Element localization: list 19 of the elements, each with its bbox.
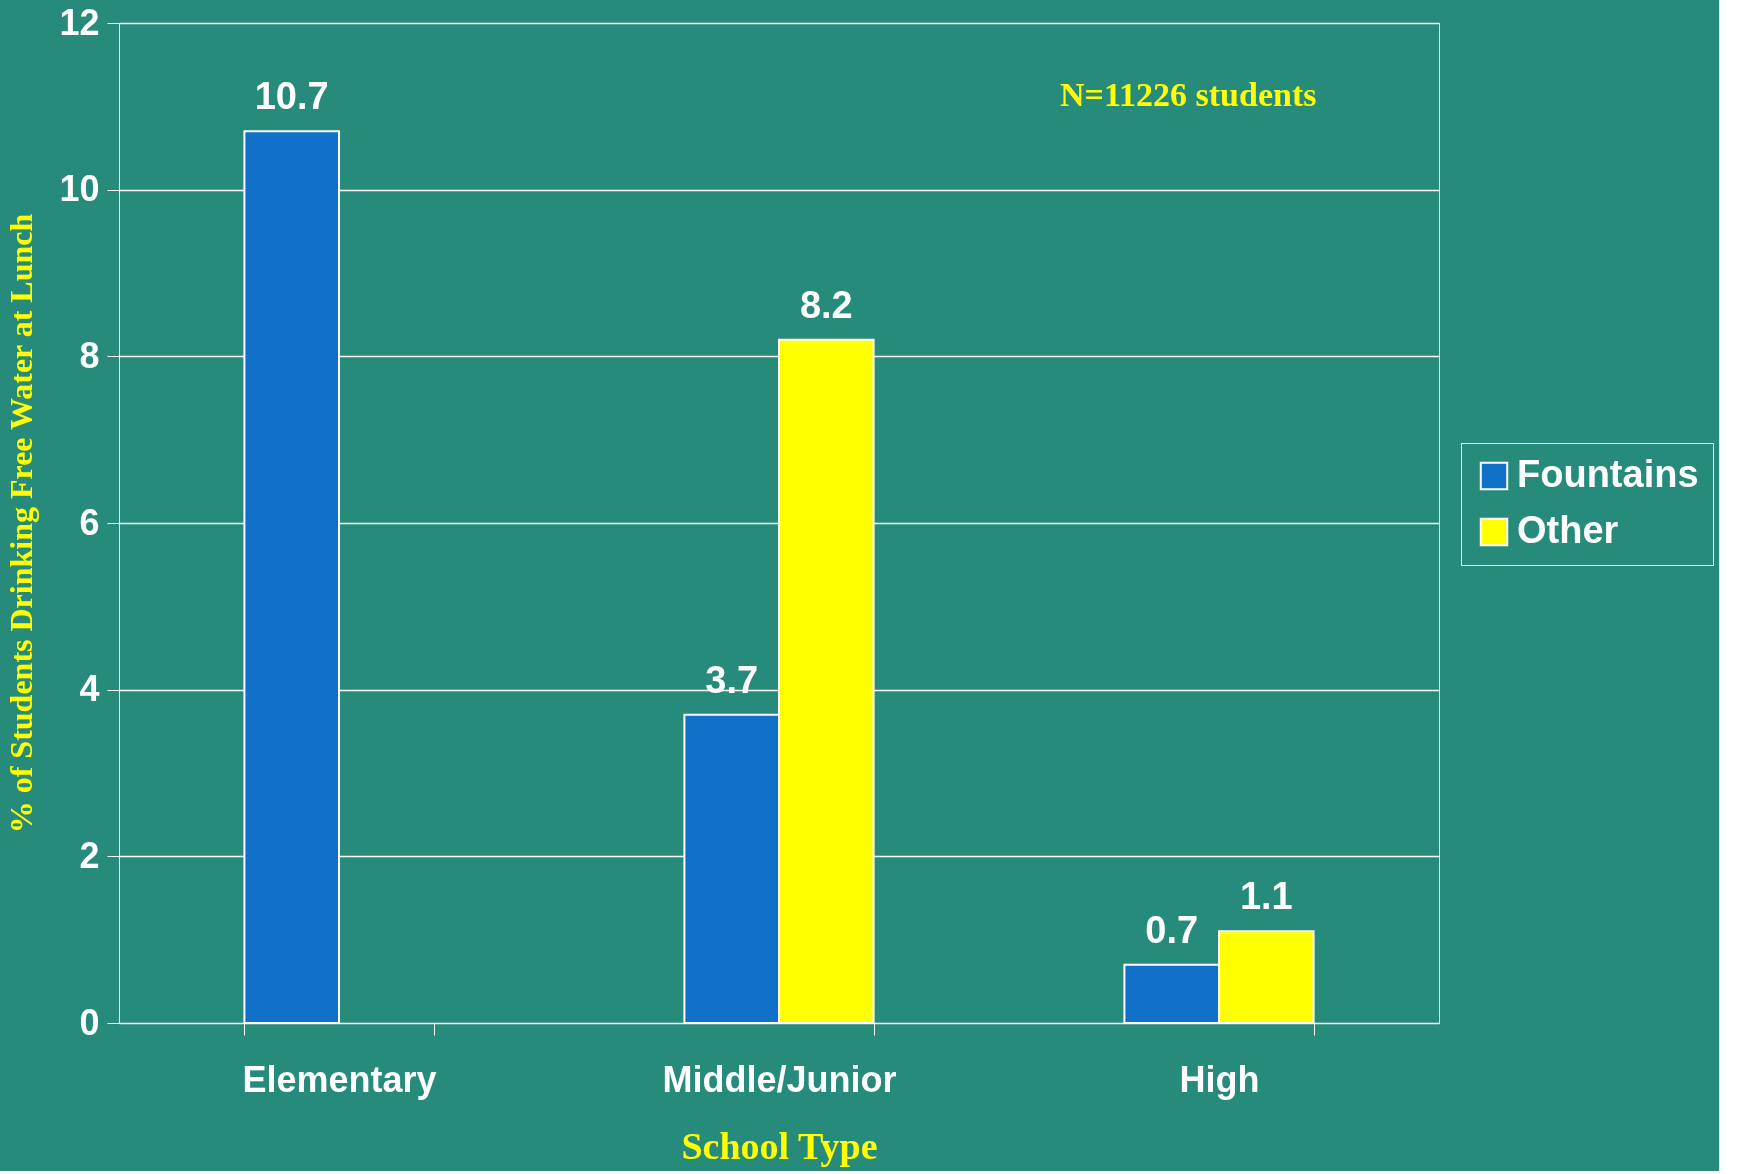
x-tick-label: Elementary xyxy=(242,1058,437,1100)
x-tick-label: High xyxy=(1179,1058,1260,1100)
y-tick-label: 12 xyxy=(59,1,100,43)
y-tick-label: 2 xyxy=(79,834,100,876)
x-axis-title: School Type xyxy=(681,1124,878,1167)
legend-label: Fountains xyxy=(1517,453,1699,495)
y-tick-label: 10 xyxy=(59,168,100,210)
y-tick-label: 6 xyxy=(79,501,100,543)
data-label: 1.1 xyxy=(1239,875,1293,918)
y-tick-label: 0 xyxy=(79,1001,100,1043)
y-tick-label: 4 xyxy=(79,668,100,710)
x-tick-label: Middle/Junior xyxy=(662,1058,897,1100)
data-label: 8.2 xyxy=(799,283,853,326)
data-label: 0.7 xyxy=(1145,908,1199,951)
y-tick-label: 8 xyxy=(79,334,100,376)
data-label: 10.7 xyxy=(254,75,329,118)
annotation: N=11226 students xyxy=(1059,76,1317,113)
y-axis-title: % of Students Drinking Free Water at Lunch xyxy=(3,213,40,834)
legend-label: Other xyxy=(1517,509,1619,551)
